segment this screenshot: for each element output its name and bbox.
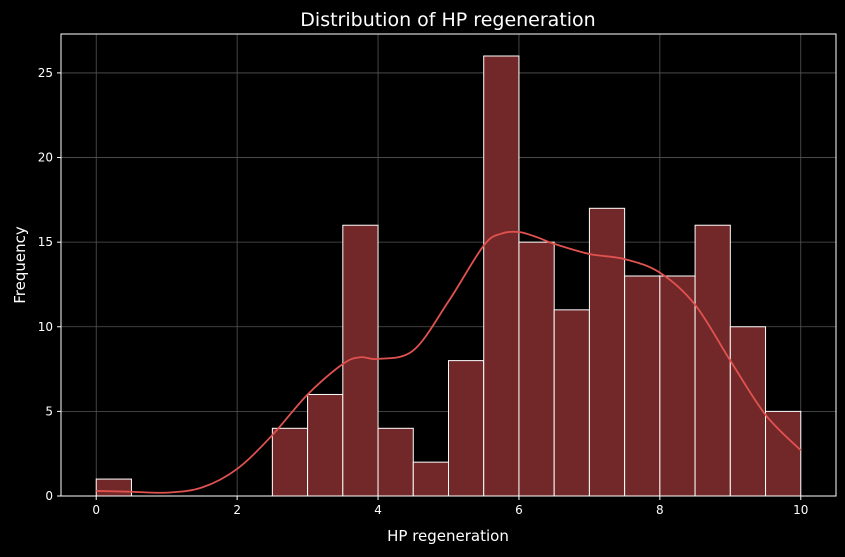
histogram-bar	[765, 410, 802, 497]
histogram-bar	[659, 275, 696, 497]
x-tick-label: 10	[793, 503, 808, 517]
histogram-bar	[694, 224, 731, 497]
histogram-bar	[307, 393, 344, 497]
axis-ticks: 0 2 4 6 8 10 0 5 10 15 20 25	[38, 66, 809, 517]
histogram-bar	[271, 427, 309, 497]
x-tick-label: 2	[233, 503, 241, 517]
histogram-bar	[483, 55, 520, 497]
x-tick-label: 6	[515, 503, 523, 517]
y-tick-label: 5	[45, 404, 53, 418]
histogram-bar	[588, 207, 626, 497]
y-tick-label: 15	[38, 235, 53, 249]
y-tick-label: 25	[38, 66, 53, 80]
histogram-bar	[624, 275, 661, 497]
y-tick-label: 0	[45, 489, 53, 503]
histogram-bar	[729, 326, 767, 497]
x-tick-label: 0	[92, 503, 100, 517]
kde-curve-layer	[96, 230, 802, 494]
histogram-bar	[377, 427, 414, 497]
histogram-bar	[518, 241, 555, 497]
plot-frame	[60, 33, 837, 497]
histogram-bar	[412, 461, 450, 497]
histogram-bar	[553, 309, 590, 497]
x-axis-label: HP regeneration	[387, 527, 509, 545]
y-axis-label: Frequency	[11, 226, 29, 304]
chart-title: Distribution of HP regeneration	[300, 9, 595, 31]
histogram-bar	[448, 360, 485, 497]
x-tick-label: 4	[374, 503, 382, 517]
y-tick-label: 10	[38, 320, 53, 334]
histogram-bar	[95, 478, 132, 497]
x-tick-label: 8	[656, 503, 664, 517]
kde-density-line	[96, 230, 802, 494]
histogram-bars	[95, 55, 802, 497]
y-tick-label: 20	[38, 151, 53, 165]
